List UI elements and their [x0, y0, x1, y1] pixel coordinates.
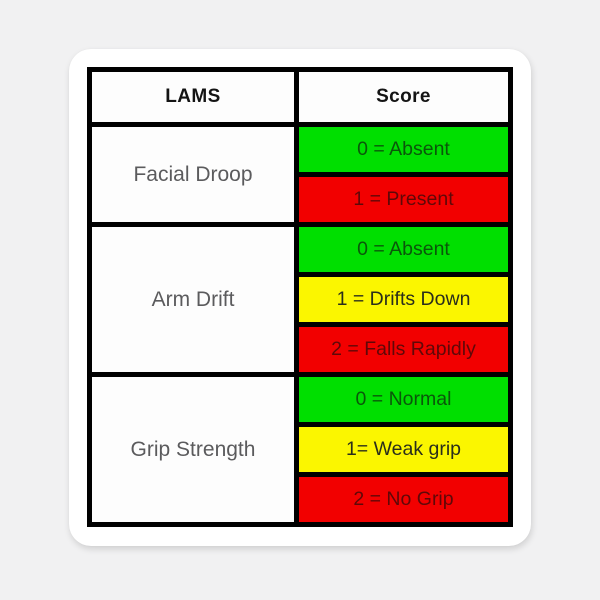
- table-header-lams: LAMS: [92, 72, 294, 122]
- score-cell-grip-strength-2: 2 = No Grip: [299, 477, 508, 522]
- lams-score-table: LAMS Score Facial Droop 0 = Absent 1 = P…: [87, 67, 513, 527]
- row-label-facial-droop: Facial Droop: [92, 127, 294, 222]
- score-cell-arm-drift-2: 2 = Falls Rapidly: [299, 327, 508, 372]
- score-cell-arm-drift-0: 0 = Absent: [299, 227, 508, 272]
- row-label-arm-drift: Arm Drift: [92, 227, 294, 372]
- table-header-score: Score: [299, 72, 508, 122]
- score-cell-facial-droop-0: 0 = Absent: [299, 127, 508, 172]
- score-cell-arm-drift-1: 1 = Drifts Down: [299, 277, 508, 322]
- row-label-grip-strength: Grip Strength: [92, 377, 294, 522]
- score-cell-facial-droop-1: 1 = Present: [299, 177, 508, 222]
- score-cell-grip-strength-1: 1= Weak grip: [299, 427, 508, 472]
- score-cell-grip-strength-0: 0 = Normal: [299, 377, 508, 422]
- sticker-card: LAMS Score Facial Droop 0 = Absent 1 = P…: [69, 49, 531, 546]
